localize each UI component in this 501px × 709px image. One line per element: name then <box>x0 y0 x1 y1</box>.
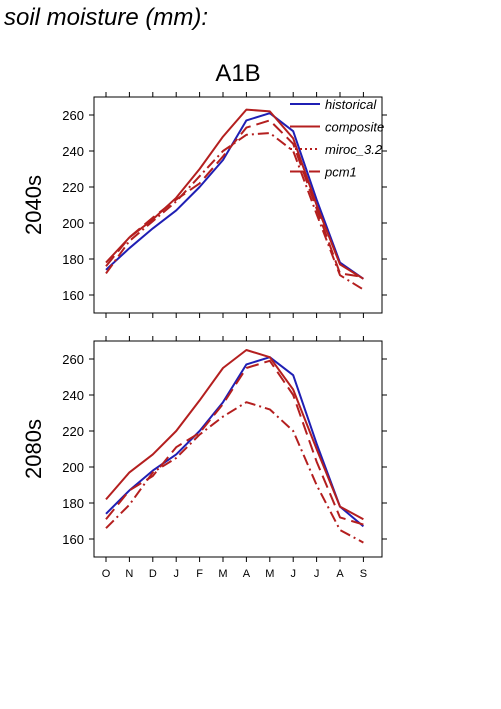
series-line-pcm1 <box>105 359 364 526</box>
x-tick-label: O <box>102 568 111 580</box>
x-tick-label: D <box>149 568 157 580</box>
legend: historical composite miroc_3.2 pcm1 <box>290 97 384 180</box>
y-tick-label: 160 <box>62 532 84 547</box>
y-tick-label: 260 <box>62 108 84 123</box>
x-tick-label: M <box>218 568 227 580</box>
y-tick-label: 200 <box>62 216 84 231</box>
y-tick-label: 220 <box>62 424 84 439</box>
panels: 160 180 200 220 240 260 2040s 160 180 200 220 240 26… <box>21 92 387 580</box>
y-tick-label: 240 <box>62 388 84 403</box>
y-tick-label: 220 <box>62 180 84 195</box>
legend-label: composite <box>325 120 384 135</box>
x-tick-label: A <box>243 568 251 580</box>
series-line-composite <box>105 108 364 280</box>
x-tick-label: A <box>336 568 344 580</box>
y-tick-label: 240 <box>62 144 84 159</box>
series-line-composite <box>105 349 364 521</box>
x-tick-label: F <box>196 568 203 580</box>
page-title: soil moisture (mm): <box>4 4 209 31</box>
legend-label: pcm1 <box>324 165 357 180</box>
x-tick-label: S <box>360 568 367 580</box>
series-line-miroc-3-2 <box>105 401 364 544</box>
row-label: 2080s <box>21 419 46 479</box>
legend-label: miroc_3.2 <box>325 142 383 157</box>
x-tick-label: N <box>125 568 133 580</box>
x-tick-label: M <box>265 568 274 580</box>
x-tick-label: J <box>314 568 320 580</box>
y-tick-label: 180 <box>62 252 84 267</box>
plot-frame <box>93 96 383 314</box>
panel-2080s: 160 180 200 220 240 260 O N D J F M A M J J A S 2080s <box>21 336 387 580</box>
y-tick-label: 180 <box>62 496 84 511</box>
scenario-label: A1B <box>215 60 260 87</box>
series-line-historical <box>105 112 364 280</box>
panel-2040s: 160 180 200 220 240 260 2040s <box>21 92 387 318</box>
plot-frame <box>93 340 383 558</box>
x-tick-label: J <box>173 568 179 580</box>
y-tick-label: 160 <box>62 288 84 303</box>
y-tick-label: 200 <box>62 460 84 475</box>
row-label: 2040s <box>21 175 46 235</box>
series-line-historical <box>105 356 365 528</box>
legend-label: historical <box>325 97 377 112</box>
x-tick-label: J <box>290 568 296 580</box>
series-line-pcm1 <box>105 119 364 278</box>
y-tick-label: 260 <box>62 352 84 367</box>
